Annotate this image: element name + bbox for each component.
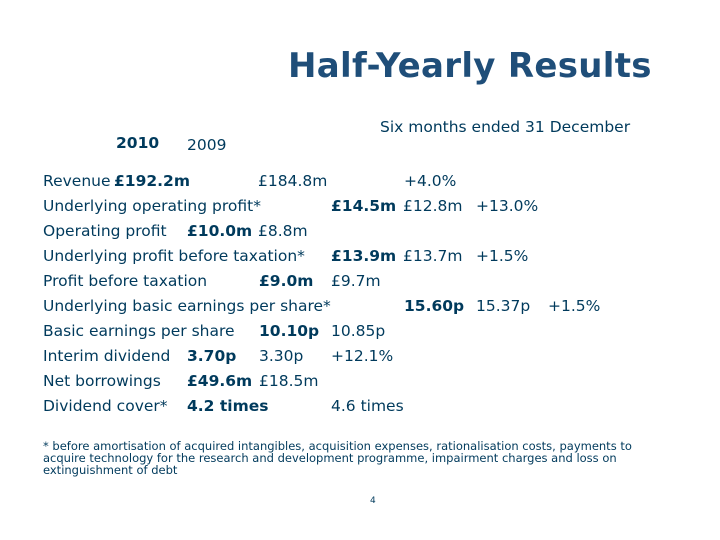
row-label-revenue: Revenue (43, 172, 111, 190)
row-value-2010-operating-profit: £10.0m (187, 222, 253, 240)
column-header-2009: 2009 (187, 136, 227, 154)
row-label-dividend-cover: Dividend cover* (43, 397, 168, 415)
row-value-2010-underlying-basic-eps: 15.60p (404, 297, 465, 315)
row-label-operating-profit: Operating profit (43, 222, 167, 240)
row-label-net-borrowings: Net borrowings (43, 372, 161, 390)
row-value-2009-net-borrowings: £18.5m (259, 372, 319, 390)
row-label-basic-eps: Basic earnings per share (43, 322, 235, 340)
row-value-2010-revenue: £192.2m (114, 172, 190, 190)
footnote: * before amortisation of acquired intang… (43, 439, 632, 477)
row-value-2010-dividend-cover: 4.2 times (187, 397, 269, 415)
row-value-2009-operating-profit: £8.8m (258, 222, 308, 240)
row-value-2009-underlying-basic-eps: 15.37p (476, 297, 531, 315)
row-value-2010-underlying-profit-before-taxation: £13.9m (331, 247, 397, 265)
row-value-2010-underlying-operating-profit: £14.5m (331, 197, 397, 215)
row-change-underlying-profit-before-taxation: +1.5% (476, 247, 529, 265)
row-label-profit-before-taxation: Profit before taxation (43, 272, 208, 290)
row-change-underlying-operating-profit: +13.0% (476, 197, 539, 215)
row-value-2010-basic-eps: 10.10p (259, 322, 320, 340)
row-value-2010-interim-dividend: 3.70p (187, 347, 237, 365)
row-value-2010-net-borrowings: £49.6m (187, 372, 253, 390)
slide-title: Half-Yearly Results (288, 46, 652, 86)
row-value-2009-dividend-cover: 4.6 times (331, 397, 404, 415)
row-value-2010-profit-before-taxation: £9.0m (259, 272, 314, 290)
row-label-underlying-basic-eps: Underlying basic earnings per share* (43, 297, 331, 315)
row-change-revenue: +4.0% (404, 172, 457, 190)
row-change-interim-dividend: +12.1% (331, 347, 394, 365)
row-value-2009-underlying-operating-profit: £12.8m (403, 197, 463, 215)
page-number: 4 (370, 496, 376, 506)
column-header-2010: 2010 (116, 134, 160, 152)
row-value-2009-revenue: £184.8m (258, 172, 328, 190)
row-label-underlying-operating-profit: Underlying operating profit* (43, 197, 261, 215)
row-change-underlying-basic-eps: +1.5% (548, 297, 601, 315)
row-value-2009-underlying-profit-before-taxation: £13.7m (403, 247, 463, 265)
row-label-interim-dividend: Interim dividend (43, 347, 171, 365)
row-value-2009-interim-dividend: 3.30p (259, 347, 304, 365)
row-value-2009-basic-eps: 10.85p (331, 322, 386, 340)
row-label-underlying-profit-before-taxation: Underlying profit before taxation* (43, 247, 305, 265)
row-value-2009-profit-before-taxation: £9.7m (331, 272, 381, 290)
period-heading: Six months ended 31 December (380, 118, 631, 136)
